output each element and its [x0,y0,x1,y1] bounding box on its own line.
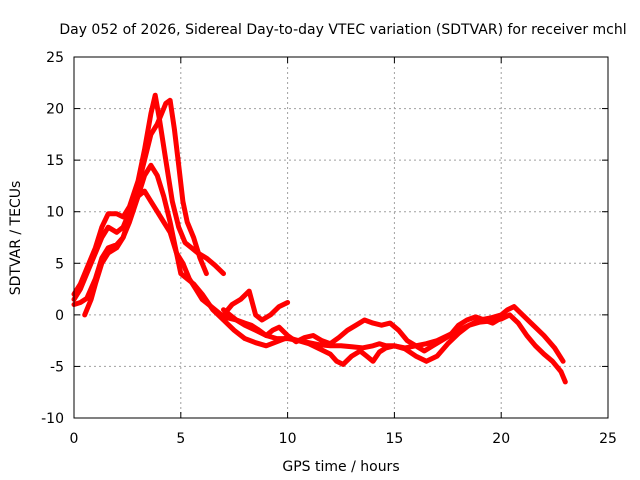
series-line-track-1 [71,92,226,297]
y-tick-label: 25 [46,50,64,66]
series-line-track-4 [82,162,568,385]
y-tick-label: 10 [46,205,64,221]
x-tick-label: 10 [279,431,297,447]
series-line-track-2 [71,97,209,302]
x-axis-title: GPS time / hours [282,459,399,475]
series-group [71,92,568,385]
y-axis-title: SDTVAR / TECUs [8,181,24,296]
y-tick-label: -5 [50,359,64,375]
x-tick-label: 15 [385,431,403,447]
series-line-track-6 [221,288,291,323]
y-tick-label: 5 [55,256,64,272]
plot-frame [73,56,609,419]
y-tick-label: 15 [46,153,64,169]
x-tick-label: 5 [176,431,185,447]
series-line-track-5 [221,307,504,354]
x-tick-label: 0 [70,431,79,447]
x-tick-label: 20 [492,431,510,447]
y-tick-label: -10 [41,411,64,427]
y-tick-label: 0 [55,308,64,324]
y-tick-label: 20 [46,102,64,118]
chart-title: Day 052 of 2026, Sidereal Day-to-day VTE… [59,22,626,38]
x-tick-label: 25 [599,431,617,447]
axis-ticks: 0 5 10 15 20 25 -10 -5 0 5 10 15 20 25 [41,50,617,447]
